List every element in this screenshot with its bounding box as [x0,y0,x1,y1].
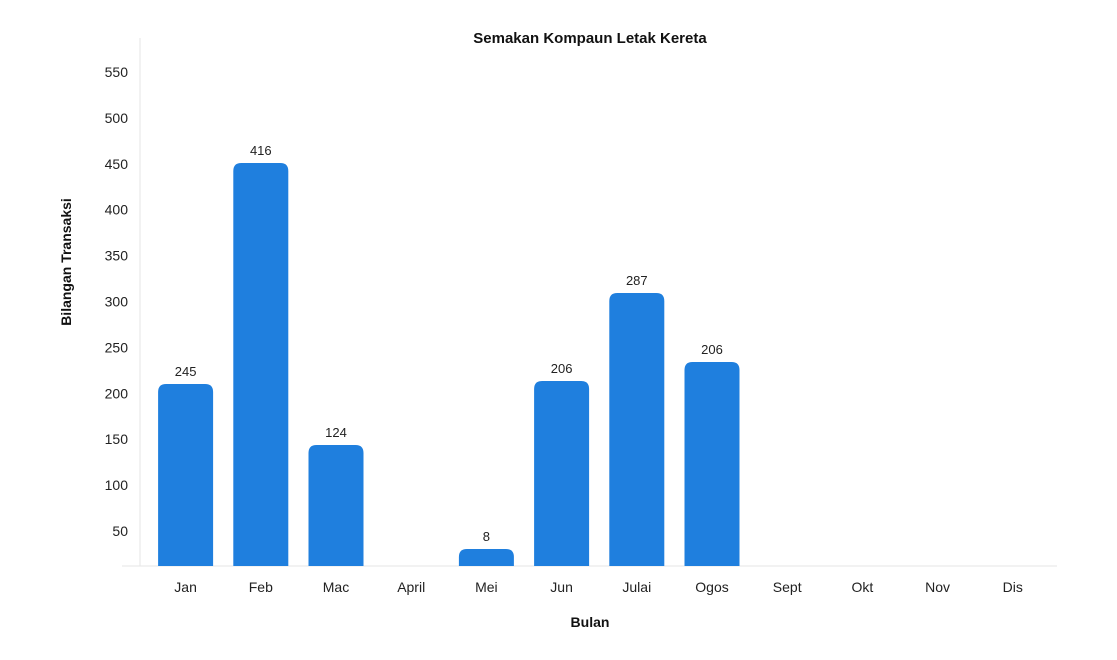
y-tick-label: 350 [105,248,129,264]
bar-jun[interactable] [534,381,590,566]
y-tick-label: 150 [105,431,129,447]
bar-jan[interactable] [158,384,214,566]
bar-julai[interactable] [609,293,665,566]
y-tick-label: 450 [105,156,129,172]
y-tick-label: 500 [105,110,129,126]
y-tick-label: 100 [105,477,129,493]
x-tick-label: Mac [323,579,349,595]
x-axis-label: Bulan [570,614,610,630]
x-tick-label: April [397,579,425,595]
x-tick-label: Jan [174,579,197,595]
x-tick-label: Okt [852,579,874,595]
bar-mei[interactable] [458,549,514,566]
bar-feb[interactable] [233,163,289,566]
bar-value-label: 124 [325,425,347,440]
bar-value-label: 245 [175,364,197,379]
y-tick-label: 200 [105,385,129,401]
y-tick-label: 250 [105,339,129,355]
x-tick-label: Dis [1003,579,1023,595]
x-tick-label: Julai [622,579,651,595]
y-tick-label: 300 [105,294,129,310]
x-tick-label: Ogos [695,579,728,595]
bar-value-label: 206 [701,342,723,357]
x-tick-label: Jun [550,579,573,595]
chart-title: Semakan Kompaun Letak Kereta [473,30,707,47]
x-tick-label: Feb [249,579,273,595]
bar-value-label: 287 [626,273,648,288]
bar-ogos[interactable] [684,362,740,566]
x-tick-label: Nov [925,579,950,595]
x-tick-label: Mei [475,579,498,595]
x-tick-label: Sept [773,579,802,595]
y-tick-label: 550 [105,64,129,80]
bar-value-label: 206 [551,361,573,376]
y-tick-label: 50 [112,523,128,539]
bar-mac[interactable] [308,445,364,566]
bar-value-label: 8 [483,529,490,544]
y-tick-label: 400 [105,202,129,218]
bar-value-label: 416 [250,143,272,158]
